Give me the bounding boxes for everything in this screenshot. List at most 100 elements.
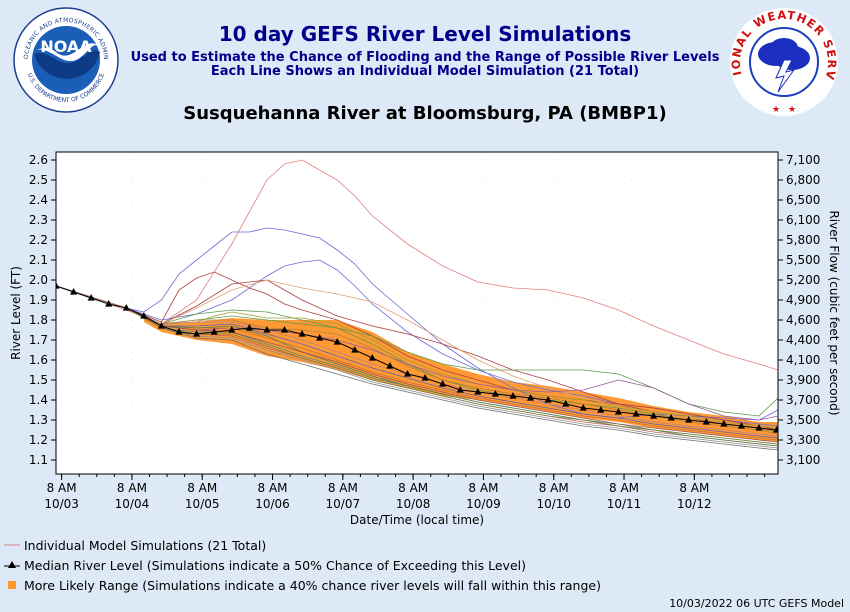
simulation-line-11 [56,285,778,451]
y2-tick-label: 4,600 [786,313,820,327]
y2-tick-label: 4,100 [786,353,820,367]
y-tick-label: 1.1 [29,453,48,467]
y2-tick-label: 5,800 [786,233,820,247]
y2-tick-label: 6,100 [786,213,820,227]
chart-title: 10 day GEFS River Level Simulations [218,22,632,46]
y2-tick-label: 5,200 [786,273,820,287]
x-tick-label-time: 8 AM [258,481,288,495]
noaa-logo: NATIONAL OCEANIC AND ATMOSPHERIC ADMINIS… [12,6,119,113]
median-point [667,414,675,421]
x-tick-label-date: 10/08 [396,497,431,511]
x-tick-label-time: 8 AM [679,481,709,495]
location-title: Susquehanna River at Bloomsburg, PA (BMB… [183,103,667,124]
median-point [544,396,552,403]
median-point [193,330,201,337]
median-point [280,326,289,333]
y-tick-label: 2.2 [29,233,48,247]
simulation-line-12 [56,285,778,449]
median-point [755,424,763,431]
median-point [263,326,271,333]
simulation-line-19 [56,285,778,443]
median-point [140,312,148,319]
legend-median: Median River Level (Simulations indicate… [4,558,526,573]
median-point [526,394,535,401]
median-point [685,416,693,423]
median-point [105,300,113,307]
plot-frame [55,151,779,475]
median-point [351,346,359,353]
x-tick-label-time: 8 AM [398,481,428,495]
median-point [316,334,324,341]
simulation-line-9 [56,285,778,429]
x-tick-label-time: 8 AM [47,481,77,495]
x-tick-label-date: 10/09 [466,497,501,511]
y-tick-label: 1.7 [29,333,48,347]
y-tick-label: 2.5 [29,173,48,187]
legend-range: More Likely Range (Simulations indicate … [4,578,601,593]
y-tick-label: 1.9 [29,293,48,307]
median-point [386,362,394,369]
median-point [87,294,95,301]
simulation-line-15 [56,285,778,441]
y2-tick-label: 6,800 [786,173,820,187]
x-tick-label-time: 8 AM [187,481,217,495]
median-point [157,322,166,329]
y-tick-label: 2.0 [29,273,48,287]
simulation-line-1 [56,159,778,371]
x-tick-label-date: 10/05 [185,497,220,511]
x-tick-label-time: 8 AM [609,481,639,495]
median-point [702,418,710,425]
median-point [298,330,306,337]
simulation-line-10 [56,285,778,421]
legend-median-label: Median River Level (Simulations indicate… [23,558,526,573]
x-tick-label-date: 10/11 [607,497,642,511]
x-tick-label-date: 10/12 [677,497,712,511]
river-level-chart: 1.1 3,100 1.2 3,300 1.3 3,500 1.4 3,700 1.5 3,900… [9,151,841,527]
y-tick-label: 1.4 [29,393,48,407]
median-point [597,406,605,413]
median-point [509,392,517,399]
median-point [614,408,623,415]
x-axis-title: Date/Time (local time) [350,513,484,527]
y-tick-label: 1.2 [29,433,48,447]
y2-tick-label: 5,500 [786,253,820,267]
simulation-line-6 [56,279,778,429]
x-tick-label-date: 10/03 [44,497,79,511]
y2-tick-label: 3,500 [786,413,820,427]
median-point [245,324,253,331]
y-tick-label: 2.3 [29,213,48,227]
legend-range-swatch [8,581,16,589]
simulation-line-16 [56,285,778,439]
model-timestamp: 10/03/2022 06 UTC GEFS Model [669,597,844,610]
y2-tick-label: 3,700 [786,393,820,407]
x-tick-label-date: 10/07 [326,497,361,511]
median-point [772,426,778,433]
median-point [333,338,341,345]
y-axis-title: River Level (FT) [9,266,23,360]
y-tick-label: 1.5 [29,373,48,387]
y2-tick-label: 3,100 [786,453,820,467]
svg-text:★: ★ [788,105,796,115]
x-tick-label-time: 8 AM [328,481,358,495]
x-tick-label-date: 10/04 [115,497,150,511]
median-point [737,422,746,429]
median-point [579,404,587,411]
legend-simulations: Individual Model Simulations (21 Total) [4,538,266,553]
median-point [474,388,482,395]
median-point [649,412,658,419]
median-point [720,420,728,427]
chart-subtitle-2: Each Line Shows an Individual Model Simu… [210,64,640,79]
y2-tick-label: 4,400 [786,333,820,347]
median-point [491,390,499,397]
x-tick-label-time: 8 AM [117,481,147,495]
median-point [210,328,218,335]
median-point [175,328,183,335]
median-point [456,386,464,393]
legend-median-swatch [4,561,20,568]
noaa-logo-text: NOAA [40,37,92,56]
median-point [632,410,640,417]
x-tick-label-time: 8 AM [539,481,569,495]
median-point [228,326,236,333]
median-point [122,304,130,311]
chart-subtitle-1: Used to Estimate the Chance of Flooding … [130,50,720,65]
